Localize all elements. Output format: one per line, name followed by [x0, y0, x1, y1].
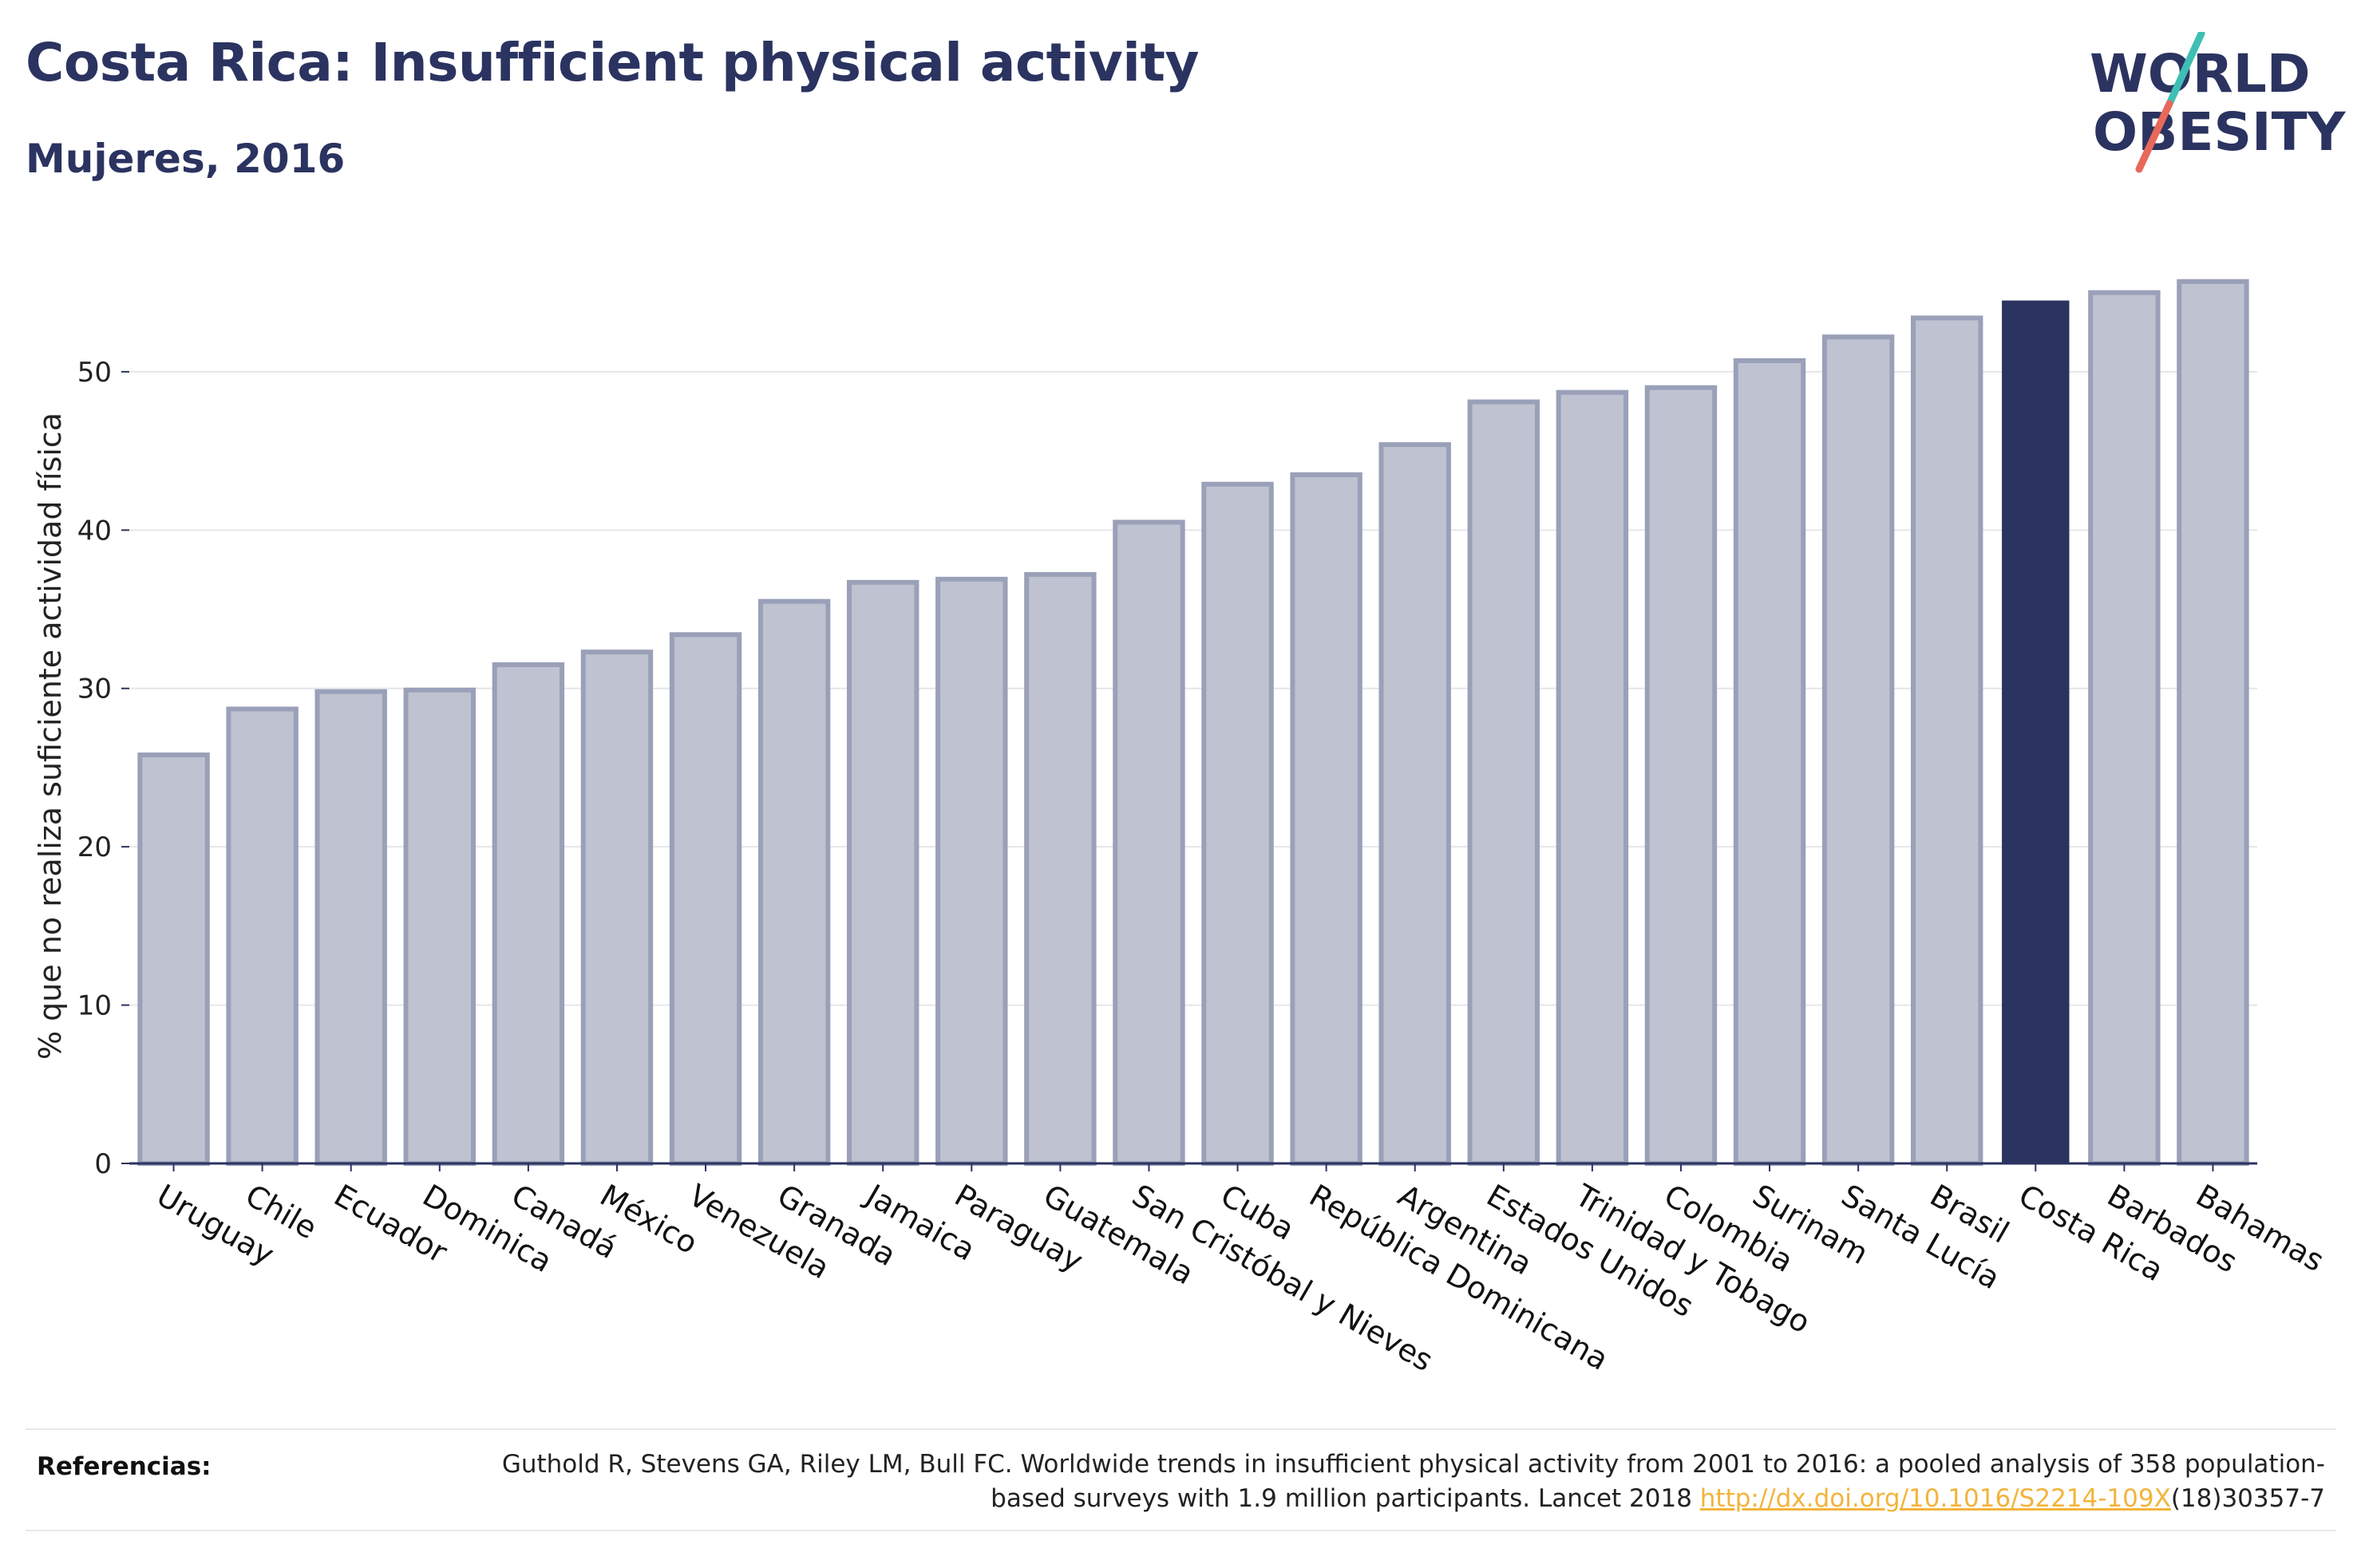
- y-tick-label: 40: [77, 515, 112, 547]
- y-axis-title: % que no realiza suficiente actividad fí…: [33, 413, 68, 1060]
- bar: [1290, 472, 1362, 1166]
- bar: [314, 689, 387, 1166]
- bar: [1378, 442, 1451, 1166]
- logo-text-world: WORLD: [2090, 43, 2311, 105]
- bar-chart: 0 10 20 30 40 50 % que no realiza suficiente a…: [33, 278, 2330, 1378]
- references-box: Referencias: Guthold R, Stevens GA, Rile…: [26, 1428, 2336, 1531]
- bar: [846, 579, 919, 1166]
- bar: [2002, 300, 2070, 1164]
- bar: [1733, 358, 1806, 1166]
- bar: [669, 632, 742, 1166]
- references-citation: Guthold R, Stevens GA, Riley LM, Bull FC…: [501, 1450, 2325, 1513]
- logo-slash-top: [2165, 32, 2205, 108]
- bar: [1467, 399, 1540, 1166]
- world-obesity-logo: WORLD OBESITY: [2090, 32, 2347, 173]
- y-tick-label: 0: [94, 1148, 112, 1180]
- y-tick-label: 30: [77, 673, 112, 705]
- bar: [137, 752, 210, 1166]
- bar: [2177, 278, 2249, 1167]
- chart-subtitle: Mujeres, 2016: [26, 136, 346, 182]
- bar: [580, 650, 654, 1166]
- bar: [403, 687, 477, 1166]
- chart-title: Costa Rica: Insufficient physical activi…: [26, 32, 1199, 93]
- bar: [1113, 519, 1185, 1166]
- bar: [492, 662, 565, 1166]
- logo-text-obesity: OBESITY: [2093, 101, 2347, 163]
- references-text: Guthold R, Stevens GA, Riley LM, Bull FC…: [489, 1448, 2325, 1516]
- y-tick-label: 10: [77, 990, 112, 1022]
- bar: [1556, 389, 1629, 1167]
- y-tick-label: 50: [77, 357, 112, 389]
- logo-slash-bottom: [2135, 100, 2173, 173]
- bar: [757, 598, 831, 1166]
- bar: [1201, 481, 1274, 1166]
- bar: [1024, 571, 1097, 1166]
- bar: [1821, 334, 1895, 1167]
- references-label: Referencias:: [37, 1452, 212, 1481]
- bar: [226, 706, 299, 1166]
- references-citation-suffix: (18)30357-7: [2170, 1484, 2325, 1513]
- bar: [1644, 385, 1718, 1167]
- bar: [2088, 290, 2161, 1166]
- bar: [935, 576, 1008, 1166]
- bar: [1910, 315, 1983, 1167]
- references-doi-link[interactable]: http://dx.doi.org/10.1016/S2214-109X: [1699, 1484, 2171, 1513]
- y-tick-label: 20: [77, 831, 112, 863]
